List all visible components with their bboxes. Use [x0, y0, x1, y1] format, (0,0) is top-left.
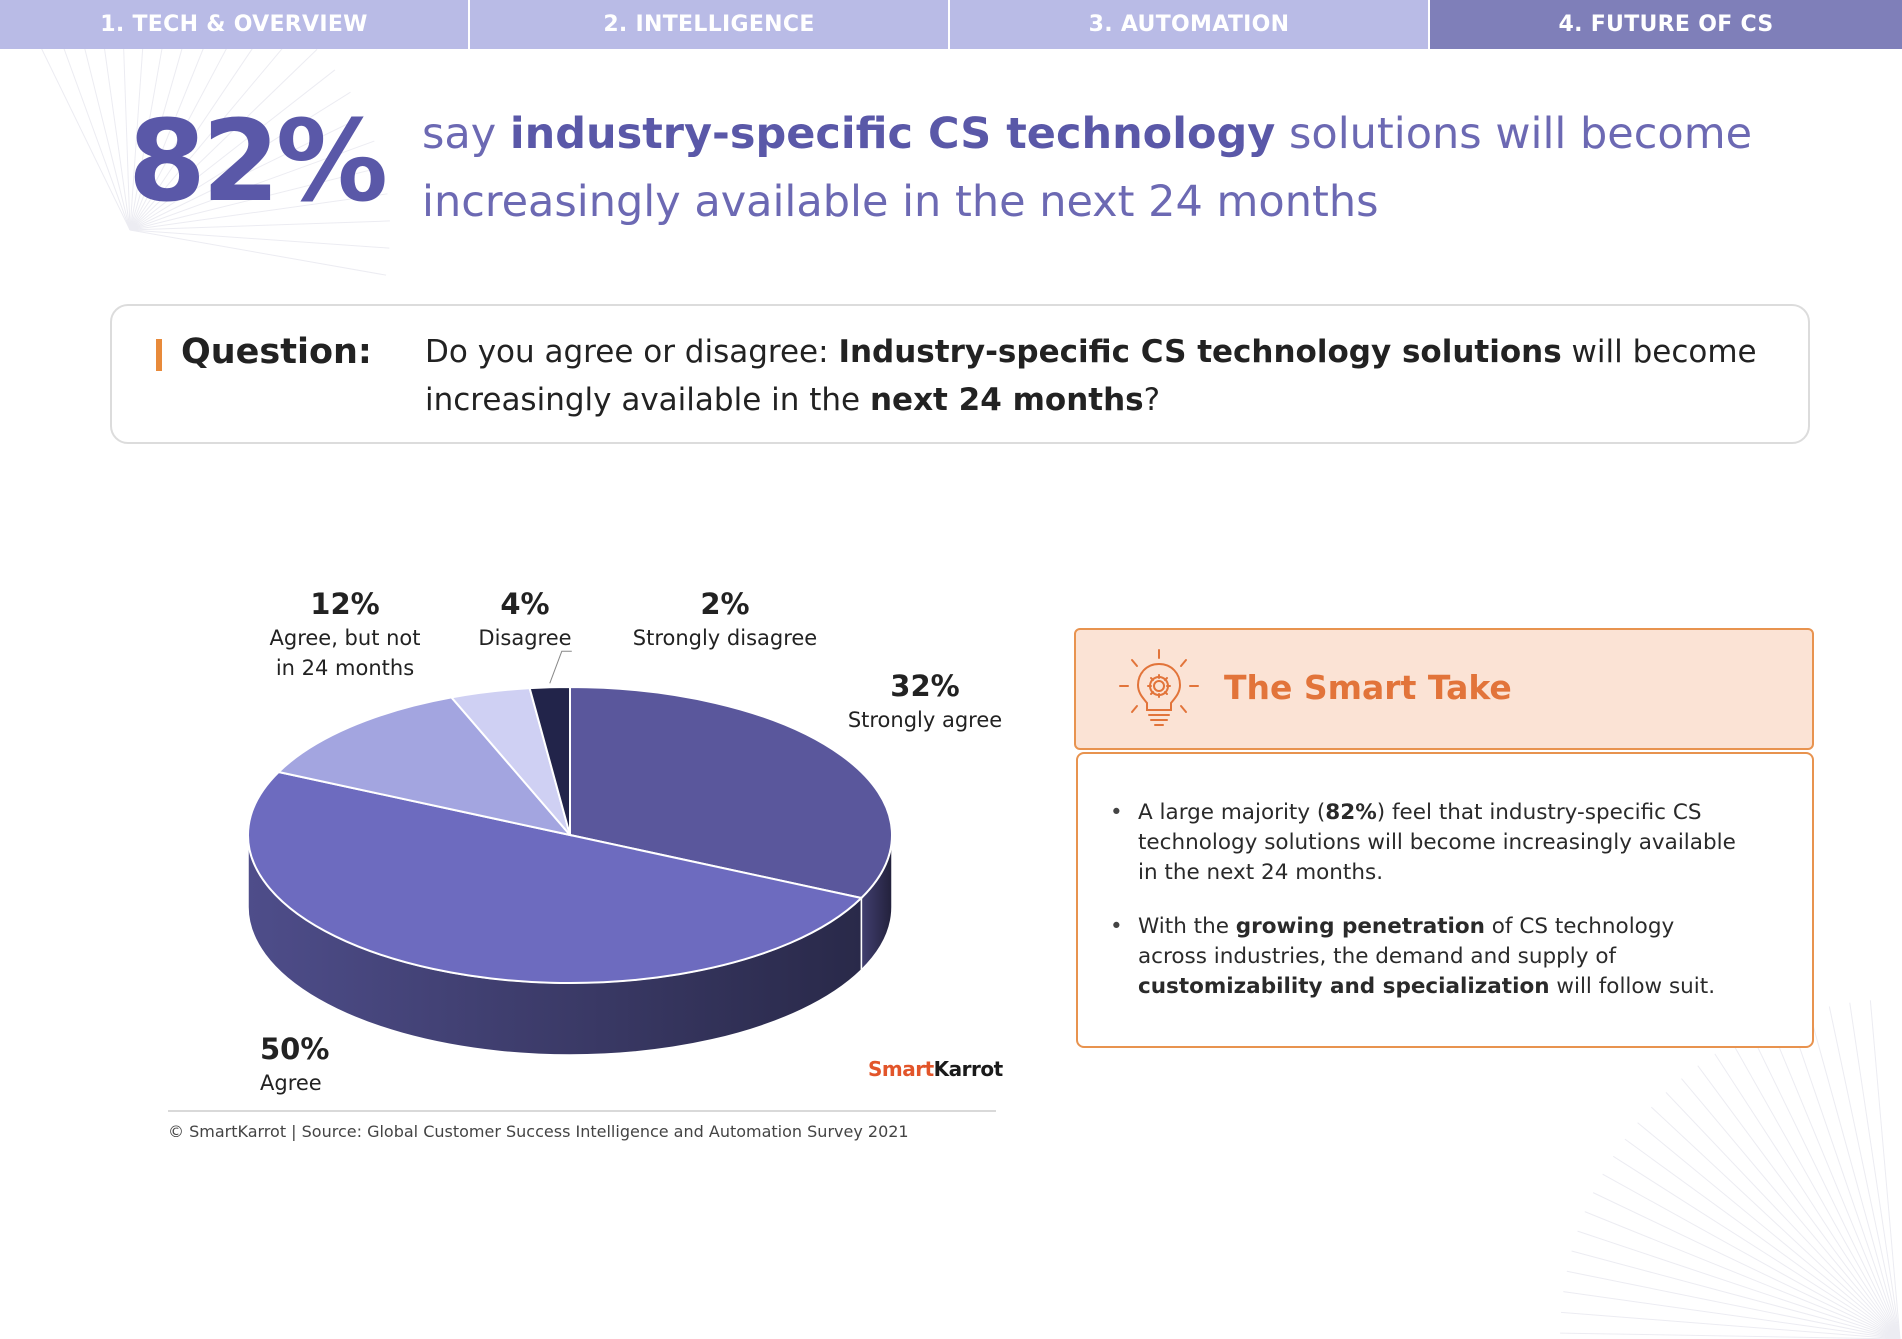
- logo-part2: Karrot: [933, 1057, 1004, 1081]
- bullet1-t1: A large majority (: [1138, 800, 1326, 825]
- label-strongly-agree-cat: Strongly agree: [847, 708, 1003, 732]
- label-agree-not-24-line2: in 24 months: [275, 656, 415, 680]
- bullet2-t3: will follow suit.: [1549, 974, 1716, 999]
- headline-text: say industry-specific CS technology solu…: [422, 100, 1782, 236]
- smart-take-body: A large majority (82%) feel that industr…: [1076, 752, 1814, 1048]
- label-agree-not-24: 12% Agree, but not in 24 months: [255, 585, 435, 683]
- question-box: Question: Do you agree or disagree: Indu…: [110, 304, 1810, 444]
- pie-slice-strongly-agree: [569, 685, 893, 900]
- headline-percent: 82%: [128, 97, 388, 227]
- label-strongly-agree: 32% Strongly agree: [840, 667, 1010, 735]
- smart-take-bullet-2: With the growing penetration of CS techn…: [1110, 912, 1748, 1002]
- bullet2-b1: growing penetration: [1235, 914, 1485, 939]
- question-t3: ?: [1143, 382, 1161, 418]
- question-b1: Industry-specific CS technology solution…: [838, 334, 1562, 370]
- headline-bold: industry-specific CS technology: [509, 109, 1276, 159]
- question-b2: next 24 months: [869, 382, 1144, 418]
- question-text: Do you agree or disagree: Industry-speci…: [425, 328, 1795, 424]
- question-label: Question:: [181, 332, 372, 372]
- tab-intelligence[interactable]: 2. INTELLIGENCE: [470, 0, 950, 49]
- label-strongly-disagree-cat: Strongly disagree: [632, 626, 818, 650]
- label-strongly-agree-pct: 32%: [890, 669, 960, 703]
- smart-take-bullet-1: A large majority (82%) feel that industr…: [1110, 798, 1748, 888]
- bullet2-t2: of CS technology across industries, the …: [1138, 914, 1675, 969]
- tab-tech-overview[interactable]: 1. TECH & OVERVIEW: [0, 0, 470, 49]
- question-t2: will become increasingly available in th…: [425, 334, 1757, 418]
- smart-take-header: The Smart Take: [1074, 628, 1814, 750]
- label-agree-cat: Agree: [260, 1071, 322, 1095]
- bullet1-t2: ) feel that industry-specific CS technol…: [1138, 800, 1736, 885]
- tab-automation[interactable]: 3. AUTOMATION: [950, 0, 1430, 49]
- source-divider: [168, 1110, 996, 1112]
- label-agree: 50% Agree: [260, 1030, 340, 1098]
- bullet2-b2: customizability and specialization: [1138, 974, 1550, 999]
- question-accent-bar: [156, 339, 162, 371]
- bullet2-t1: With the: [1138, 914, 1236, 939]
- headline-post: solutions will become increasingly avail…: [422, 109, 1753, 227]
- pie-slice-agree-but-not-in-24-months: [276, 696, 573, 837]
- label-agree-not-24-pct: 12%: [310, 587, 380, 621]
- smart-take-list: A large majority (82%) feel that industr…: [1110, 798, 1748, 1026]
- label-strongly-disagree-pct: 2%: [700, 587, 750, 621]
- logo-part1: Smart: [868, 1057, 934, 1081]
- smart-take-title: The Smart Take: [1224, 668, 1512, 707]
- pie-chart: [247, 650, 893, 1056]
- label-agree-pct: 50%: [260, 1032, 330, 1066]
- section-tabs: 1. TECH & OVERVIEW 2. INTELLIGENCE 3. AU…: [0, 0, 1902, 49]
- label-agree-not-24-line1: Agree, but not: [269, 626, 421, 650]
- source-note: © SmartKarrot | Source: Global Customer …: [168, 1122, 909, 1141]
- label-disagree-cat: Disagree: [478, 626, 572, 650]
- label-disagree: 4% Disagree: [465, 585, 585, 653]
- label-strongly-disagree: 2% Strongly disagree: [620, 585, 830, 653]
- question-t1: Do you agree or disagree:: [425, 334, 839, 370]
- pie-slice-strongly-disagree: [528, 685, 571, 836]
- leader-line-strongly-disagree: [549, 650, 572, 684]
- smartkarrot-logo: SmartKarrot: [868, 1057, 1003, 1081]
- headline-pre: say: [422, 109, 510, 159]
- pie-slice-agree: [247, 770, 864, 984]
- label-disagree-pct: 4%: [500, 587, 550, 621]
- bullet1-b1: 82%: [1325, 800, 1377, 825]
- lightbulb-gear-icon: [1119, 649, 1199, 726]
- tab-future-of-cs[interactable]: 4. FUTURE OF CS: [1430, 0, 1902, 49]
